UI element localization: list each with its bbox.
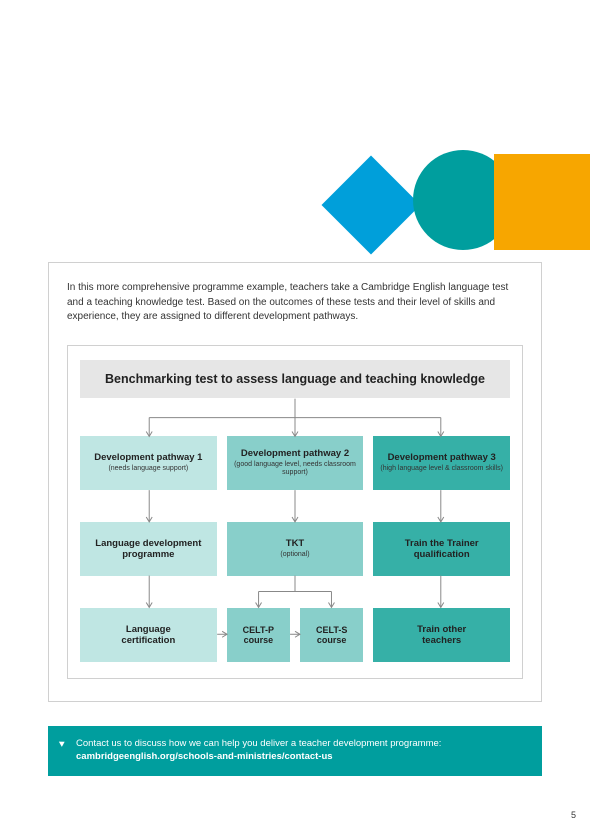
pathway-3-step2-line1: Train the Trainer: [377, 538, 506, 549]
pathway-1-subtitle: (needs language support): [84, 465, 213, 473]
benchmark-box: Benchmarking test to assess language and…: [80, 360, 510, 398]
pathway-2-step2-box: TKT (optional): [227, 522, 364, 576]
celt-s-line2: course: [304, 635, 359, 645]
page-number: 5: [571, 810, 576, 820]
pathway-3-title: Development pathway 3: [377, 452, 506, 463]
decor-square: [494, 154, 590, 250]
pathway-2-title: Development pathway 2: [231, 448, 360, 459]
footer-banner: Contact us to discuss how we can help yo…: [48, 726, 542, 776]
pathway-1-step2-line2: programme: [84, 549, 213, 560]
pathway-3-step3-box: Train other teachers: [373, 608, 510, 662]
pathway-1-step3-box: Language certification: [80, 608, 217, 662]
pathway-2-step2-sub: (optional): [231, 551, 360, 559]
celt-p-box: CELT-P course: [227, 608, 290, 662]
pathway-1-box: Development pathway 1 (needs language su…: [80, 436, 217, 490]
pointer-icon: [59, 739, 66, 747]
celt-p-line1: CELT-P: [231, 625, 286, 635]
footer-link[interactable]: cambridgeenglish.org/schools-and-ministr…: [76, 751, 333, 762]
pathway-2-step2-line1: TKT: [231, 538, 360, 549]
celt-s-line1: CELT-S: [304, 625, 359, 635]
pathway-3-box: Development pathway 3 (high language lev…: [373, 436, 510, 490]
pathway-1-step2-line1: Language development: [84, 538, 213, 549]
pathway-1-title: Development pathway 1: [84, 452, 213, 463]
pathway-3-step2-line2: qualification: [377, 549, 506, 560]
pathway-3-step2-box: Train the Trainer qualification: [373, 522, 510, 576]
pathway-2-subtitle: (good language level, needs classroom su…: [231, 461, 360, 478]
pathway-3-step3-line2: teachers: [377, 635, 506, 646]
celt-s-box: CELT-S course: [300, 608, 363, 662]
pathway-3-step3-line1: Train other: [377, 624, 506, 635]
intro-paragraph: In this more comprehensive programme exa…: [67, 281, 523, 325]
content-frame: In this more comprehensive programme exa…: [48, 262, 542, 702]
pathway-1-step3-line1: Language: [84, 624, 213, 635]
pathway-1-step3-line2: certification: [84, 635, 213, 646]
pathway-2-box: Development pathway 2 (good language lev…: [227, 436, 364, 490]
footer-text: Contact us to discuss how we can help yo…: [76, 738, 441, 749]
pathway-3-subtitle: (high language level & classroom skills): [377, 465, 506, 473]
pathway-1-step2-box: Language development programme: [80, 522, 217, 576]
decor-diamond: [322, 156, 421, 255]
celt-p-line2: course: [231, 635, 286, 645]
flowchart-frame: Benchmarking test to assess language and…: [67, 345, 523, 679]
